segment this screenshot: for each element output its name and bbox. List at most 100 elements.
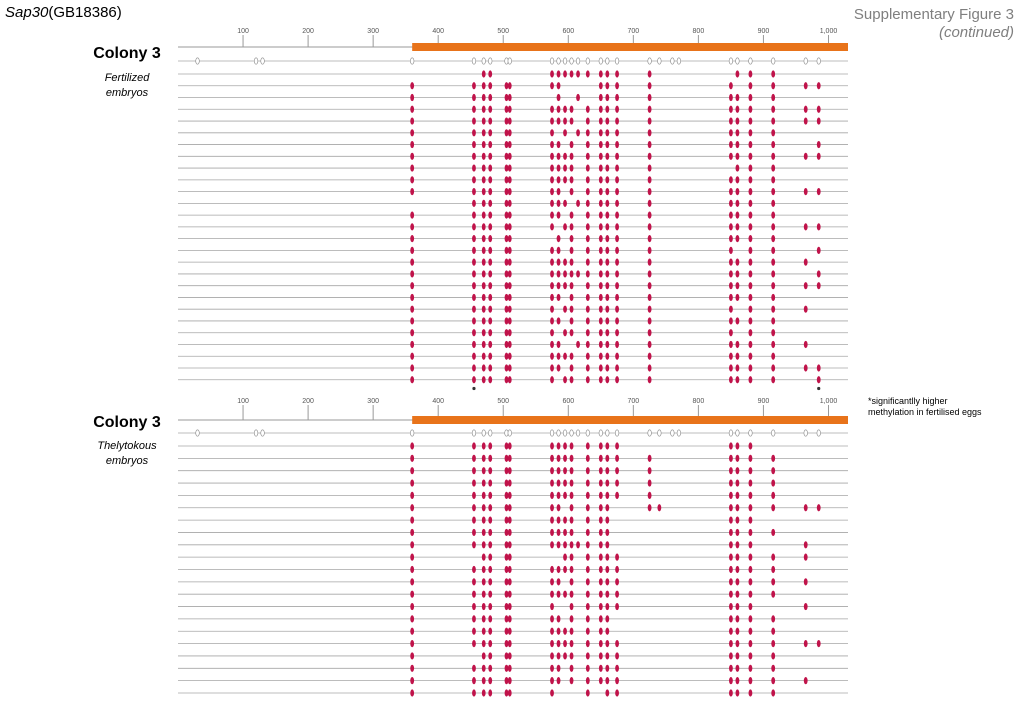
panel1-methylated-cpg bbox=[556, 246, 561, 254]
panel1-methylated-cpg bbox=[488, 211, 493, 219]
panel1-methylated-cpg bbox=[507, 282, 512, 290]
panel1-methylated-cpg bbox=[647, 282, 652, 290]
panel2-methylated-cpg bbox=[507, 689, 512, 697]
panel1-methylated-cpg bbox=[569, 223, 574, 231]
panel1-methylated-cpg bbox=[410, 270, 415, 278]
panel2-methylated-cpg bbox=[472, 615, 476, 623]
panel2-methylated-cpg bbox=[735, 516, 740, 524]
panel1-methylated-cpg bbox=[729, 376, 733, 384]
panel1-methylated-cpg bbox=[598, 364, 603, 372]
panel1-methylated-cpg bbox=[585, 364, 590, 372]
panel1-methylated-cpg bbox=[488, 293, 493, 302]
panel1-methylated-cpg bbox=[816, 82, 821, 90]
panel1-methylated-cpg bbox=[771, 70, 776, 78]
panel1-methylated-cpg bbox=[488, 199, 493, 207]
panel2-methylated-cpg bbox=[410, 602, 415, 611]
panel2-methylated-cpg bbox=[729, 504, 733, 512]
panel2-methylated-cpg bbox=[585, 677, 590, 685]
panel1-methylated-cpg bbox=[605, 329, 610, 337]
footnote-line2: methylation in fertilised eggs bbox=[868, 407, 982, 417]
panel2-methylated-cpg bbox=[771, 640, 776, 648]
panel1-methylated-cpg bbox=[615, 376, 619, 384]
panel1-methylated-cpg bbox=[615, 211, 619, 219]
panel1-methylated-cpg bbox=[585, 164, 590, 172]
panel2-methylated-cpg bbox=[569, 541, 574, 549]
panel2-methylated-cpg bbox=[563, 442, 567, 450]
panel1-methylated-cpg bbox=[748, 188, 753, 196]
panel2-methylated-cpg bbox=[605, 578, 610, 586]
panel1-methylated-cpg bbox=[576, 270, 580, 278]
panel2-methylated-cpg bbox=[507, 504, 512, 512]
panel1-methylated-cpg bbox=[563, 129, 567, 137]
panel2-methylated-cpg bbox=[605, 516, 610, 524]
panel2-methylated-cpg bbox=[507, 454, 512, 462]
panel1-methylated-cpg bbox=[803, 152, 808, 160]
panel2-cpg-site bbox=[647, 429, 652, 437]
panel1-methylated-cpg bbox=[556, 364, 561, 372]
panel2-methylated-cpg bbox=[481, 565, 486, 574]
panel2-methylated-cpg bbox=[735, 578, 740, 586]
panel1-methylated-cpg bbox=[569, 270, 574, 278]
panel1-methylated-cpg bbox=[472, 93, 476, 102]
panel1-methylated-cpg bbox=[615, 317, 619, 325]
panel2-methylated-cpg bbox=[563, 640, 567, 648]
panel2-methylated-cpg bbox=[563, 516, 567, 524]
panel1-methylated-cpg bbox=[481, 376, 486, 384]
panel1-methylated-cpg bbox=[410, 93, 415, 102]
panel2-methylated-cpg bbox=[598, 516, 603, 524]
panel2-methylated-cpg bbox=[488, 442, 493, 450]
panel1-methylated-cpg bbox=[647, 176, 652, 184]
panel2-methylated-cpg bbox=[615, 689, 619, 697]
panel1-methylated-cpg bbox=[504, 352, 509, 360]
panel2-methylated-cpg bbox=[488, 454, 493, 462]
panel2-methylated-cpg bbox=[598, 615, 603, 623]
panel1-methylated-cpg bbox=[504, 246, 509, 254]
panel2-methylated-cpg bbox=[615, 553, 619, 561]
panel1-methylated-cpg bbox=[569, 117, 574, 125]
panel2-methylated-cpg bbox=[748, 541, 753, 549]
panel1-methylated-cpg bbox=[729, 282, 733, 290]
panel1-methylated-cpg bbox=[598, 305, 603, 313]
panel1-methylated-cpg bbox=[507, 176, 512, 184]
panel2-methylated-cpg bbox=[598, 664, 603, 672]
panel2-methylated-cpg bbox=[585, 652, 590, 660]
panel1-cpg-site bbox=[488, 57, 493, 65]
panel1-methylated-cpg bbox=[488, 376, 493, 384]
panel1-cpg-site bbox=[735, 57, 740, 65]
panel1-methylated-cpg bbox=[504, 129, 509, 137]
panel1-region-bar bbox=[412, 43, 848, 51]
panel2-methylated-cpg bbox=[729, 553, 733, 561]
panel1-methylated-cpg bbox=[748, 352, 753, 360]
panel1-methylated-cpg bbox=[647, 270, 652, 278]
panel2-methylated-cpg bbox=[735, 677, 740, 685]
panel2-methylated-cpg bbox=[481, 528, 486, 537]
panel1-methylated-cpg bbox=[605, 352, 610, 360]
panel1-methylated-cpg bbox=[550, 140, 554, 149]
panel1-methylated-cpg bbox=[647, 105, 652, 113]
panel1-methylated-cpg bbox=[472, 188, 476, 196]
panel1-methylated-cpg bbox=[735, 199, 740, 207]
panel1-methylated-cpg bbox=[585, 211, 590, 219]
panel2-methylated-cpg bbox=[488, 578, 493, 586]
panel1-methylated-cpg bbox=[507, 317, 512, 325]
panel2-methylated-cpg bbox=[735, 664, 740, 672]
panel2-methylated-cpg bbox=[472, 479, 476, 487]
panel1-methylated-cpg bbox=[585, 376, 590, 384]
panel1-methylated-cpg bbox=[771, 246, 776, 254]
panel1-methylated-cpg bbox=[569, 211, 574, 219]
panel2-methylated-cpg bbox=[569, 664, 574, 672]
panel1-methylated-cpg bbox=[598, 270, 603, 278]
panel1-methylated-cpg bbox=[615, 70, 619, 78]
panel2-methylated-cpg bbox=[504, 689, 509, 697]
panel2-methylated-cpg bbox=[472, 541, 476, 549]
panel2-methylated-cpg bbox=[504, 454, 509, 462]
panel2-methylated-cpg bbox=[748, 454, 753, 462]
panel1-methylated-cpg bbox=[771, 364, 776, 372]
panel2-methylated-cpg bbox=[556, 590, 561, 598]
panel2-methylated-cpg bbox=[735, 479, 740, 487]
panel2-methylated-cpg bbox=[481, 615, 486, 623]
panel2-methylated-cpg bbox=[410, 528, 415, 537]
panel2-methylated-cpg bbox=[472, 590, 476, 598]
panel1-methylated-cpg bbox=[556, 164, 561, 172]
panel2-cpg-site bbox=[670, 429, 675, 437]
